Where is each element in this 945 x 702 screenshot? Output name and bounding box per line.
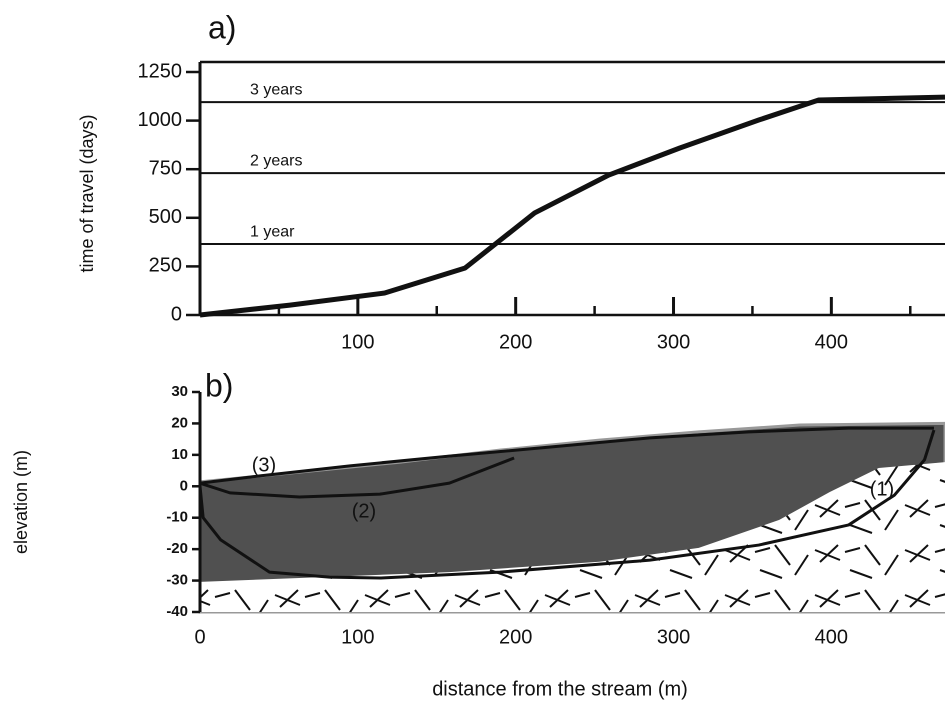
y-tick-label: -30	[166, 572, 188, 589]
line	[199, 456, 515, 499]
y-tick-label: 20	[171, 414, 188, 431]
panel-label: a)	[208, 9, 236, 45]
x-tick-label: 300	[657, 626, 690, 648]
y-tick-label: 250	[149, 255, 182, 277]
y-tick-label: 750	[149, 157, 182, 179]
x-tick-label: 200	[499, 626, 532, 648]
reference-label: 3 years	[250, 81, 302, 98]
y-tick-label: -10	[166, 509, 188, 526]
bedrock-hatch	[200, 462, 945, 612]
y-axis-label: elevation (m)	[11, 450, 31, 554]
y-axis-label: time of travel (days)	[77, 114, 97, 272]
x-tick-label: 400	[815, 331, 848, 353]
reference-label: 1 year	[250, 223, 295, 240]
reference-label: 2 years	[250, 152, 302, 169]
path-label: (3)	[252, 454, 276, 476]
line	[199, 426, 934, 485]
y-tick-label: -40	[166, 603, 188, 620]
x-tick-label: 100	[341, 626, 374, 648]
path-label: (1)	[870, 478, 894, 500]
y-tick-label: 10	[171, 446, 188, 463]
path-label: (2)	[352, 500, 376, 522]
x-tick-label: 400	[815, 626, 848, 648]
x-tick-label: 200	[499, 331, 532, 353]
y-tick-label: 500	[149, 206, 182, 228]
y-tick-label: -20	[166, 540, 188, 557]
panel-label: b)	[205, 367, 233, 403]
y-tick-label: 30	[171, 383, 188, 400]
y-tick-label: 0	[171, 303, 182, 325]
x-tick-label: 100	[341, 331, 374, 353]
line	[198, 429, 936, 580]
x-tick-label: 0	[194, 626, 205, 648]
y-tick-label: 0	[180, 477, 188, 494]
x-axis-label: distance from the stream (m)	[432, 678, 688, 700]
y-tick-label: 1250	[138, 60, 183, 82]
x-tick-label: 300	[657, 331, 690, 353]
y-tick-label: 1000	[138, 109, 183, 131]
line	[199, 94, 945, 318]
